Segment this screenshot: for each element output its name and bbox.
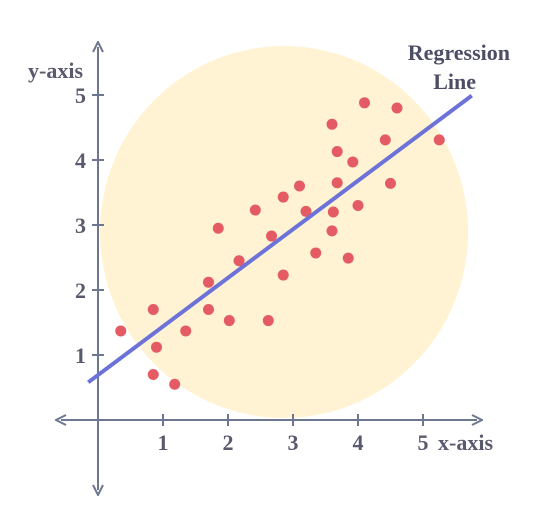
data-point (294, 180, 305, 192)
x-tick-label: 5 (418, 430, 429, 455)
regression-annotation-line-1: Regression (408, 40, 510, 65)
data-point (147, 304, 159, 315)
data-point (212, 222, 224, 234)
data-point (147, 369, 159, 380)
data-point (115, 325, 127, 337)
highlight-ellipse (100, 46, 468, 418)
data-point (385, 177, 396, 189)
y-tick-label: 2 (75, 278, 86, 303)
data-point (180, 325, 192, 337)
data-point (327, 206, 339, 218)
data-point (203, 304, 214, 315)
y-tick-label: 4 (75, 148, 86, 173)
data-point (433, 134, 445, 146)
data-point (379, 134, 391, 146)
data-point (331, 146, 343, 158)
y-tick-label: 1 (75, 343, 86, 368)
data-point (391, 102, 403, 114)
data-point (277, 269, 289, 281)
data-point (262, 315, 274, 327)
data-point (331, 177, 343, 189)
data-point (151, 341, 162, 353)
data-point (203, 276, 214, 288)
regression-annotation-line-2: Line (433, 69, 476, 94)
data-point (233, 255, 245, 267)
data-point (223, 315, 235, 327)
data-point (169, 378, 181, 390)
data-point (300, 205, 312, 217)
data-point (277, 191, 289, 203)
data-point (310, 247, 322, 259)
y-axis-label: y-axis (28, 58, 83, 83)
x-axis-label: x-axis (438, 430, 493, 455)
data-point (326, 118, 338, 130)
data-point (359, 97, 370, 109)
y-tick-label: 5 (75, 83, 86, 108)
data-point (347, 156, 359, 168)
y-tick-label: 3 (75, 213, 86, 238)
regression-line (87, 94, 473, 384)
x-tick-label: 2 (223, 430, 234, 455)
data-point (266, 230, 278, 242)
data-point (352, 200, 364, 211)
data-point (326, 225, 338, 237)
x-tick-label: 4 (353, 430, 364, 455)
data-point (342, 252, 354, 264)
data-point (249, 204, 261, 216)
x-tick-label: 1 (158, 430, 169, 455)
x-tick-label: 3 (288, 430, 299, 455)
